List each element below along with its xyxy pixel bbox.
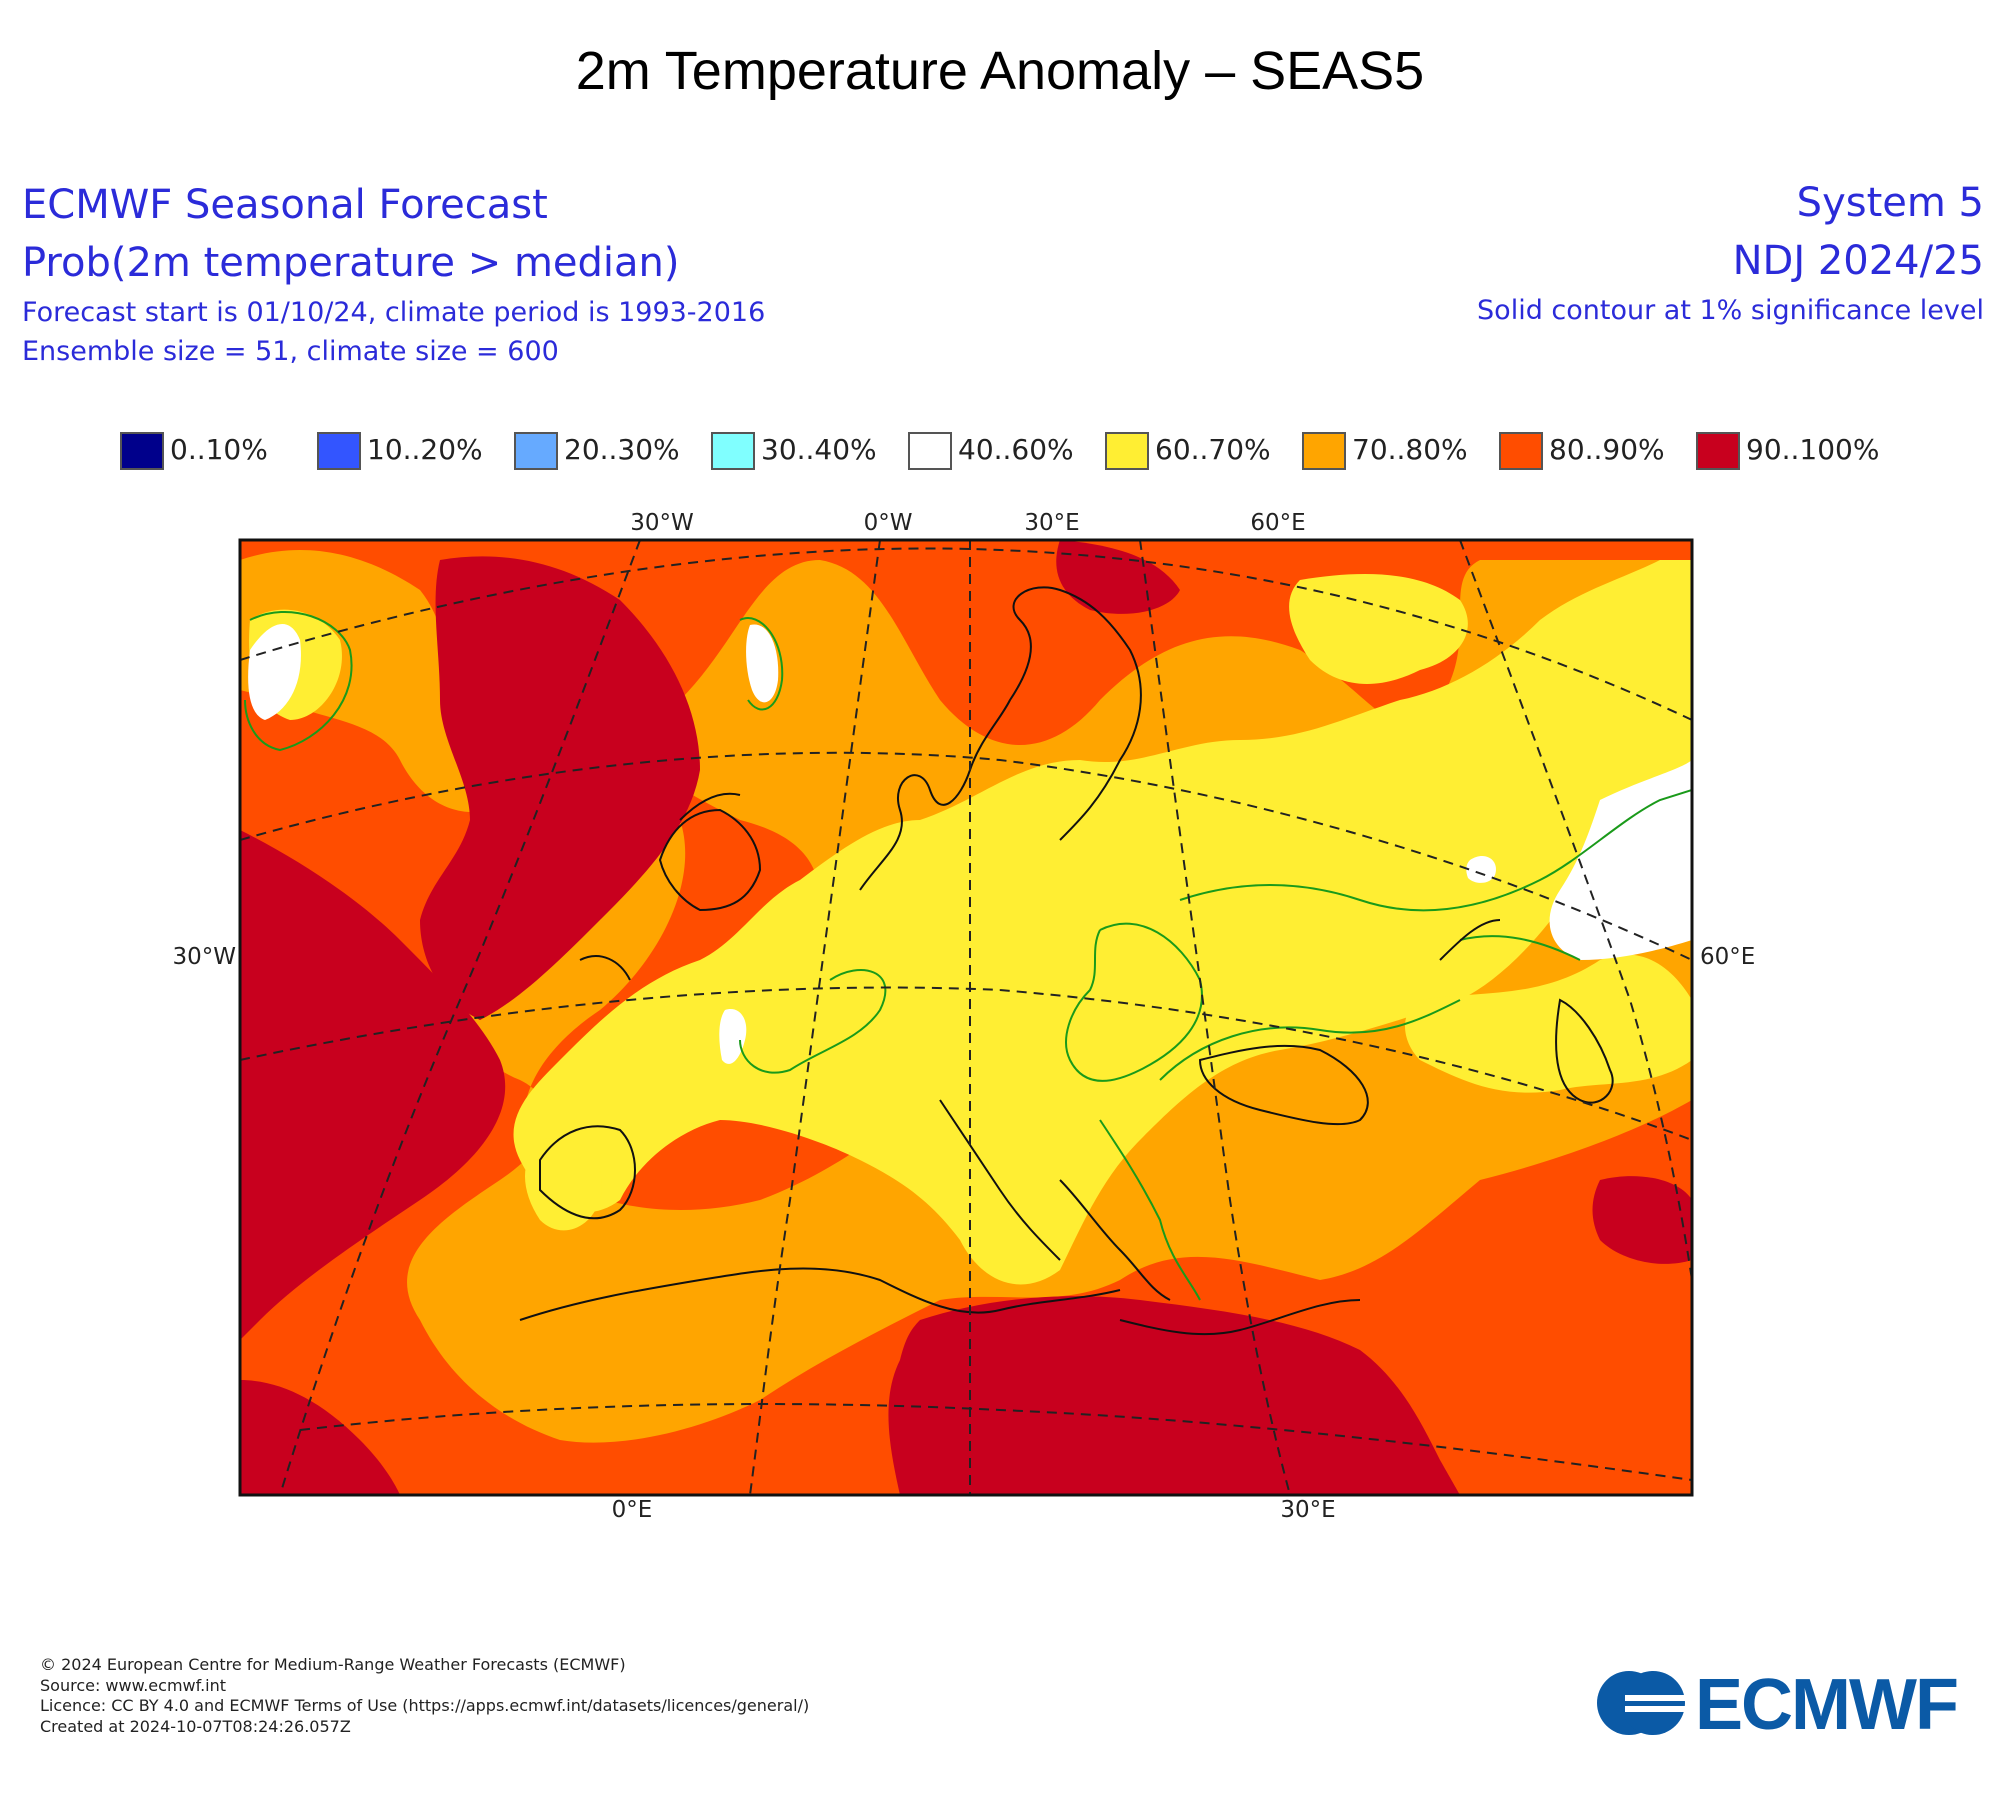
ecmwf-logo: ECMWF: [1595, 1660, 1975, 1745]
legend-label: 0..10%: [170, 433, 268, 466]
lat-label-left: 30°W: [172, 944, 236, 970]
header-ensemble-size: Ensemble size = 51, climate size = 600: [22, 336, 559, 367]
lon-label-bottom: 30°E: [1280, 1497, 1335, 1523]
legend-label: 30..40%: [761, 433, 877, 466]
footer-copyright: © 2024 European Centre for Medium-Range …: [40, 1655, 626, 1674]
legend-swatch: [1105, 432, 1149, 470]
legend-label: 80..90%: [1549, 433, 1665, 466]
coastlines: [519, 586, 1614, 1336]
legend-swatch: [908, 432, 952, 470]
ecmwf-logo-icon: [1597, 1671, 1687, 1735]
header-system: System 5: [1796, 180, 1984, 226]
map-frame: [238, 538, 1694, 1497]
footer-created: Created at 2024-10-07T08:24:26.057Z: [40, 1716, 351, 1736]
footer-credits: © 2024 European Centre for Medium-Range …: [40, 1655, 809, 1737]
lon-label-top: 0°W: [864, 510, 913, 536]
map-fill-layer: [240, 540, 1692, 1495]
header-product-name: ECMWF Seasonal Forecast: [22, 182, 548, 228]
legend-swatch: [317, 432, 361, 470]
legend-swatch: [1696, 432, 1740, 470]
header-season: NDJ 2024/25: [1732, 238, 1984, 284]
lon-label-top: 60°E: [1250, 510, 1305, 536]
legend-label: 20..30%: [564, 433, 680, 466]
graticule: [240, 540, 1692, 1495]
significance-contours: [244, 611, 1692, 1301]
chart-title: 2m Temperature Anomaly – SEAS5: [575, 41, 1425, 101]
legend-label: 90..100%: [1746, 433, 1880, 466]
legend-label: 10..20%: [367, 433, 483, 466]
header-significance-note: Solid contour at 1% significance level: [1477, 295, 1984, 326]
ecmwf-logo-text: ECMWF: [1695, 1665, 1959, 1745]
legend-label: 70..80%: [1352, 433, 1468, 466]
lon-label-top: 30°E: [1024, 510, 1079, 536]
legend-swatch: [711, 432, 755, 470]
legend-swatch: [120, 432, 164, 470]
lon-label-bottom: 0°E: [612, 1497, 653, 1523]
header-forecast-start: Forecast start is 01/10/24, climate peri…: [22, 297, 766, 328]
footer-licence: Licence: CC BY 4.0 and ECMWF Terms of Us…: [40, 1696, 810, 1715]
legend-swatch: [514, 432, 558, 470]
legend-swatch: [1499, 432, 1543, 470]
footer-source: Source: www.ecmwf.int: [40, 1675, 227, 1695]
lat-label-right: 60°E: [1700, 944, 1755, 970]
legend-swatch: [1302, 432, 1346, 470]
legend-label: 40..60%: [958, 433, 1074, 466]
header-variable: Prob(2m temperature > median): [22, 240, 680, 286]
lon-label-top: 30°W: [630, 510, 694, 536]
legend-label: 60..70%: [1155, 433, 1271, 466]
